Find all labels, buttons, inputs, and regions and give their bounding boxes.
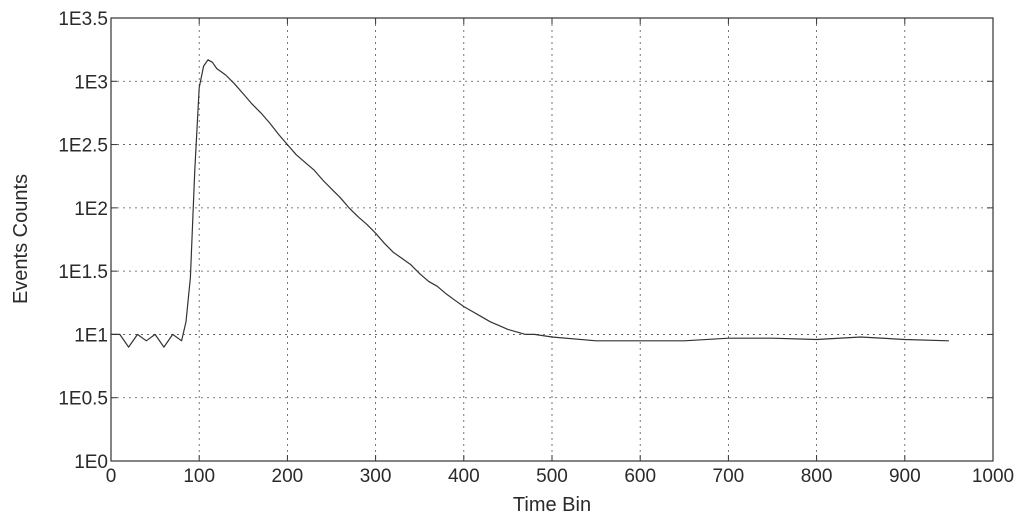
x-axis: 0 100 200 300 400 500 600 700 800 900 1000 <box>106 18 1014 487</box>
x-tick-label: 1000 <box>972 466 1014 487</box>
x-tick-label: 100 <box>183 466 215 487</box>
y-tick-label: 1E0 <box>74 452 108 473</box>
series-line <box>111 59 949 348</box>
x-tick-label: 0 <box>106 466 117 487</box>
y-tick-label: 1E1.5 <box>58 262 108 283</box>
x-tick-label: 600 <box>624 466 656 487</box>
x-tick-label: 700 <box>713 466 745 487</box>
series-layer <box>111 59 949 348</box>
x-tick-label: 900 <box>889 466 921 487</box>
y-axis: 1E0 1E0.5 1E1 1E1.5 1E2 1E2.5 1E3 1E3.5 <box>58 9 993 473</box>
y-tick-label: 1E1 <box>74 325 108 346</box>
y-tick-label: 1E0.5 <box>58 389 108 410</box>
y-tick-label: 1E3 <box>74 72 108 93</box>
y-tick-label: 1E3.5 <box>58 9 108 30</box>
x-tick-label: 200 <box>272 466 304 487</box>
x-tick-label: 800 <box>801 466 833 487</box>
x-axis-title: Time Bin <box>513 494 591 516</box>
x-tick-label: 500 <box>536 466 568 487</box>
x-tick-label: 400 <box>448 466 480 487</box>
y-axis-title: Events Counts <box>10 174 32 304</box>
y-tick-label: 1E2.5 <box>58 136 108 157</box>
y-tick-label: 1E2 <box>74 199 108 220</box>
x-tick-label: 300 <box>360 466 392 487</box>
